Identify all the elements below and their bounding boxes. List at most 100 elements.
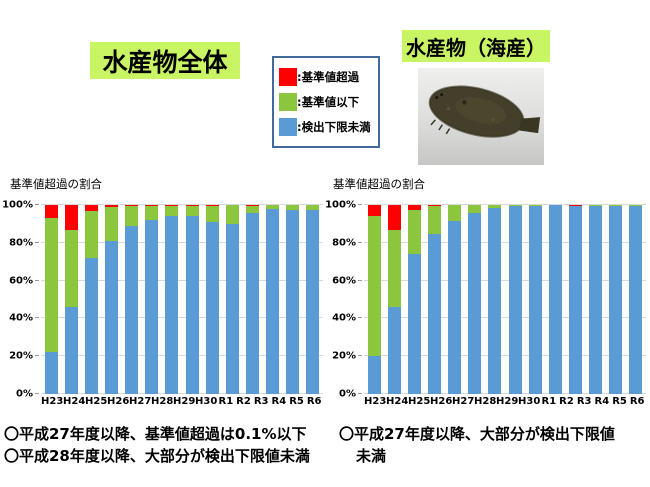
stacked-bar-R2 (548, 205, 562, 394)
bar-segment (104, 205, 118, 207)
gridline (41, 393, 323, 394)
x-axis-tick-label: H27 (129, 396, 152, 407)
bar-segment (468, 205, 482, 213)
bar-segment (367, 356, 381, 394)
x-axis-tick-label: R2 (236, 396, 251, 407)
x-axis-tick-label: H30 (195, 396, 218, 407)
y-axis-tick (358, 317, 362, 319)
bar-segment (64, 205, 78, 230)
y-axis-tick-label: 80% (332, 237, 356, 249)
y-axis-tick-label: 20% (332, 350, 356, 362)
bar-segment (488, 207, 502, 394)
y-axis-tick (35, 279, 39, 281)
x-axis-tick-label: H28 (474, 396, 497, 407)
bar-segment (64, 229, 78, 308)
y-axis-tick (35, 204, 39, 205)
bars-row (41, 205, 323, 394)
bar-segment (44, 218, 58, 353)
legend-label: :検出下限未満 (297, 120, 371, 134)
bar-segment (84, 205, 98, 211)
bar-segment (266, 205, 280, 209)
stacked-bar-H28 (145, 205, 159, 394)
bar-segment (125, 205, 139, 206)
bar-segment (245, 205, 259, 206)
bar-segment (528, 205, 542, 206)
bar-segment (44, 205, 58, 219)
bar-segment (84, 210, 98, 258)
bar-segment (165, 205, 179, 217)
bar-segment (145, 220, 159, 394)
y-axis-tick (35, 241, 39, 243)
bar-segment (64, 307, 78, 394)
right-section-title: 水産物（海産） (402, 30, 550, 62)
plot-area (364, 204, 646, 394)
bar-segment (145, 205, 159, 221)
y-axis: 0% 20% 40% 60% 80% 100% (2, 200, 39, 400)
y-axis-tick (35, 317, 39, 319)
x-axis-tick-label: H28 (151, 396, 174, 407)
gridline (364, 393, 646, 394)
legend-item-exceed: :基準値超過 (279, 68, 373, 86)
stacked-bar-R4 (589, 205, 603, 394)
x-axis-tick-label: R1 (218, 396, 234, 407)
blue-swatch-icon (279, 118, 297, 136)
stacked-bar-H30 (185, 205, 199, 394)
x-axis-tick-label: H26 (107, 396, 130, 407)
y-axis-tick (358, 355, 362, 357)
bar-segment (84, 257, 98, 394)
gridline (364, 355, 646, 357)
y-axis-tick (358, 393, 362, 394)
bar-segment (205, 205, 219, 206)
x-axis-tick-label: H29 (173, 396, 196, 407)
chart-all-seafood: 基準値超過の割合 0% 20% 40% 60% 80% 100% H23 H24 H25 H26… (2, 174, 326, 412)
stacked-bar-R3 (568, 205, 582, 394)
legend-box: :基準値超過 :基準値以下 :検出下限未満 (272, 56, 380, 148)
bar-segment (266, 208, 280, 394)
bar-segment (306, 209, 320, 394)
x-axis: H23 H24 H25 H26 H27 H28 H29 H30 R1 R2 R3 R4 R5 R6 (41, 396, 323, 412)
x-axis: H23 H24 H25 H26 H27 H28 H29 H30 R1 R2 R3 R4 R5 R6 (364, 396, 646, 412)
bar-segment (629, 205, 643, 394)
stacked-bar-R5 (286, 205, 300, 394)
stacked-bar-H30 (508, 205, 522, 394)
bar-segment (387, 229, 401, 308)
stacked-bar-H23 (44, 205, 58, 394)
stacked-bar-H29 (165, 205, 179, 394)
stacked-bar-H25 (84, 205, 98, 394)
y-axis-tick (358, 241, 362, 243)
y-axis-tick-label: 60% (332, 275, 356, 287)
bar-segment (387, 307, 401, 394)
stacked-bar-H23 (367, 205, 381, 394)
legend-label: :基準値以下 (297, 95, 360, 109)
x-axis-tick-label: H24 (63, 396, 86, 407)
bar-segment (407, 205, 421, 210)
bar-segment (185, 205, 199, 217)
x-axis-tick-label: R5 (289, 396, 304, 407)
bar-segment (609, 205, 623, 394)
stacked-bar-R1 (528, 205, 542, 394)
bar-segment (508, 205, 522, 206)
bar-segment (104, 206, 118, 241)
x-axis-tick-label: R2 (559, 396, 574, 407)
stacked-bar-H25 (407, 205, 421, 394)
gridline (364, 241, 646, 243)
y-axis-tick (358, 204, 362, 205)
note-line: 〇平成27年度以降、基準値超過は0.1%以下 (4, 425, 307, 443)
stacked-bar-H26 (427, 205, 441, 394)
x-axis-tick-label: R4 (594, 396, 610, 407)
gridline (41, 204, 323, 205)
bar-segment (185, 205, 199, 206)
legend-label: :基準値超過 (297, 70, 360, 84)
y-axis: 0% 20% 40% 60% 80% 100% (325, 200, 362, 400)
x-axis-tick-label: H23 (41, 396, 64, 407)
x-axis-tick-label: H24 (386, 396, 409, 407)
bar-segment (629, 205, 643, 206)
legend-item-below: :基準値以下 (279, 93, 373, 111)
bar-segment (225, 205, 239, 224)
x-axis-tick-label: H25 (85, 396, 108, 407)
chart-axis-title: 基準値超過の割合 (10, 177, 102, 191)
x-axis-tick-label: H29 (496, 396, 519, 407)
gridline (364, 279, 646, 281)
stacked-bar-R1 (205, 205, 219, 394)
